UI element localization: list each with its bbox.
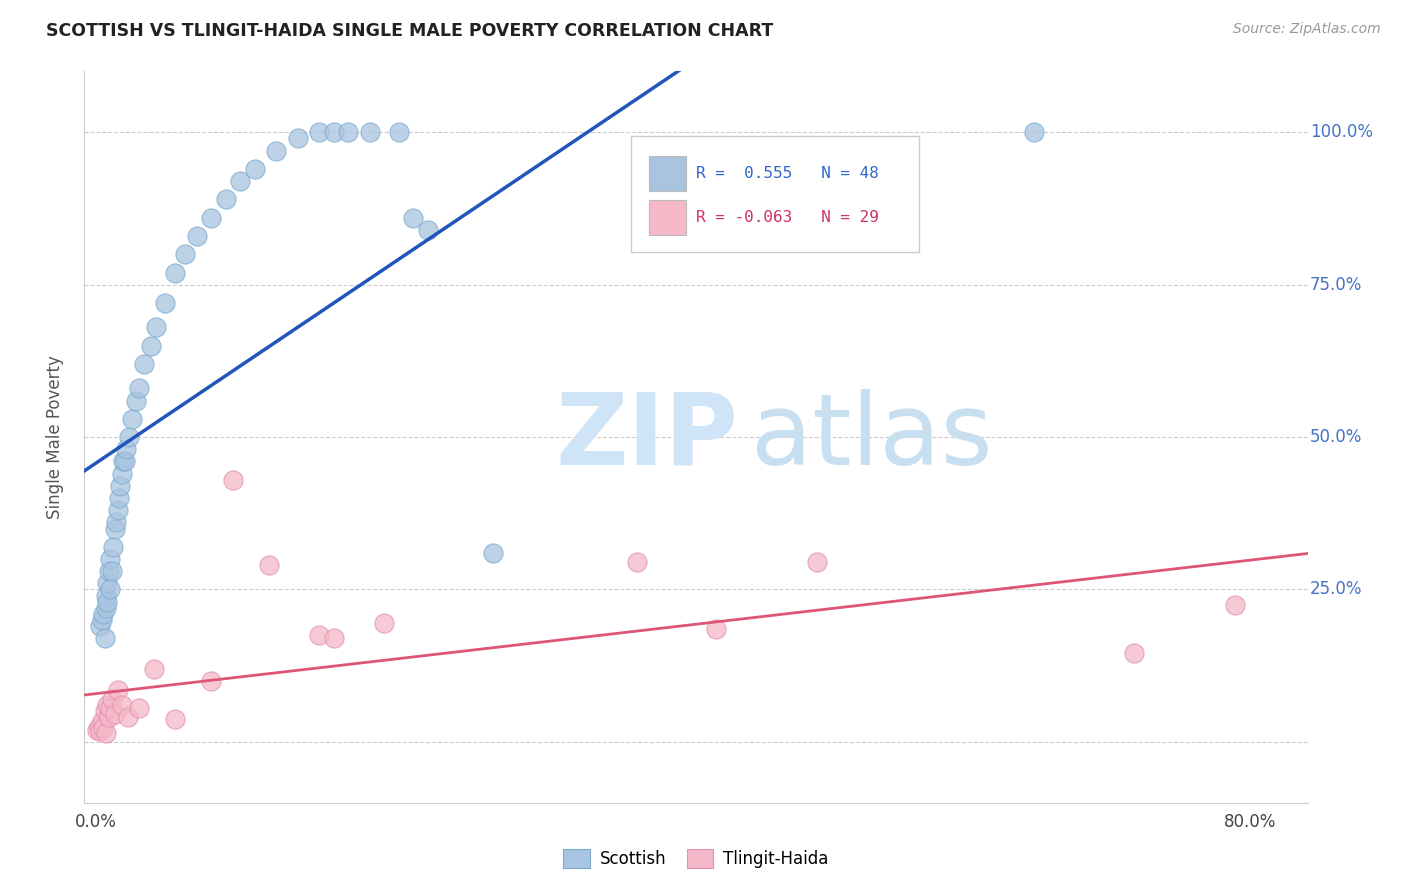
Point — [287, 131, 309, 145]
Point — [90, 714, 112, 728]
Point — [107, 683, 129, 698]
Point — [200, 211, 222, 225]
Point — [142, 662, 165, 676]
Text: SCOTTISH VS TLINGIT-HAIDA SINGLE MALE POVERTY CORRELATION CHART: SCOTTISH VS TLINGIT-HAIDA SINGLE MALE PO… — [46, 22, 773, 40]
Point — [704, 622, 727, 636]
Point — [337, 125, 360, 139]
Point — [229, 174, 252, 188]
Point — [105, 516, 128, 530]
Point — [125, 393, 148, 408]
Text: Source: ZipAtlas.com: Source: ZipAtlas.com — [1233, 22, 1381, 37]
Point — [222, 473, 245, 487]
Point — [90, 613, 112, 627]
Point — [153, 296, 176, 310]
Point — [104, 521, 127, 535]
Y-axis label: Single Male Poverty: Single Male Poverty — [45, 355, 63, 519]
Text: 50.0%: 50.0% — [1310, 428, 1362, 446]
Point — [100, 692, 122, 706]
Point — [89, 723, 111, 738]
Point — [308, 628, 330, 642]
Point — [174, 247, 197, 261]
Text: 100.0%: 100.0% — [1310, 123, 1374, 141]
Point — [111, 698, 134, 713]
Point — [115, 442, 138, 457]
Point — [93, 705, 115, 719]
Point — [94, 725, 117, 739]
Point — [94, 600, 117, 615]
Point — [806, 555, 828, 569]
Point — [108, 491, 131, 505]
Point — [117, 710, 139, 724]
Point — [98, 582, 121, 597]
Point — [200, 673, 222, 688]
Point — [145, 320, 167, 334]
Point — [112, 454, 135, 468]
Point — [104, 707, 127, 722]
Point — [416, 223, 439, 237]
Bar — [650, 156, 686, 191]
Text: R = -0.063   N = 29: R = -0.063 N = 29 — [696, 211, 879, 225]
Point — [98, 701, 121, 715]
Point — [89, 619, 111, 633]
Point — [96, 594, 118, 608]
Point — [93, 632, 115, 646]
Point — [128, 381, 150, 395]
Point — [264, 144, 287, 158]
Point — [114, 454, 136, 468]
Point — [322, 125, 344, 139]
Point — [128, 701, 150, 715]
Point — [121, 412, 143, 426]
Point — [165, 712, 187, 726]
Point — [96, 576, 118, 591]
Point — [98, 552, 121, 566]
Point — [97, 710, 120, 724]
Bar — [650, 200, 686, 235]
Point — [186, 229, 208, 244]
Text: 25.0%: 25.0% — [1310, 581, 1362, 599]
Point — [111, 467, 134, 481]
Point — [91, 607, 114, 621]
Point — [94, 589, 117, 603]
Point — [165, 266, 187, 280]
Text: R =  0.555   N = 48: R = 0.555 N = 48 — [696, 166, 879, 181]
Point — [103, 540, 125, 554]
Point — [107, 503, 129, 517]
Point — [359, 125, 381, 139]
Point — [87, 720, 110, 734]
Point — [626, 555, 648, 569]
Point — [118, 430, 141, 444]
Point — [243, 161, 266, 176]
Point — [388, 125, 411, 139]
Point — [308, 125, 330, 139]
Point — [1123, 647, 1146, 661]
Text: ZIP: ZIP — [555, 389, 738, 485]
Point — [100, 564, 122, 578]
FancyBboxPatch shape — [631, 136, 918, 252]
Point — [1225, 598, 1247, 612]
Point — [402, 211, 425, 225]
Point — [97, 564, 120, 578]
Text: 75.0%: 75.0% — [1310, 276, 1362, 293]
Legend: Scottish, Tlingit-Haida: Scottish, Tlingit-Haida — [557, 842, 835, 875]
Point — [91, 722, 114, 736]
Point — [86, 723, 108, 737]
Point — [139, 339, 162, 353]
Point — [132, 357, 155, 371]
Point — [1022, 125, 1045, 139]
Point — [215, 193, 238, 207]
Point — [96, 698, 118, 713]
Point — [110, 479, 132, 493]
Point — [481, 546, 503, 560]
Text: atlas: atlas — [751, 389, 993, 485]
Point — [373, 615, 395, 630]
Point — [322, 632, 344, 646]
Point — [257, 558, 280, 573]
